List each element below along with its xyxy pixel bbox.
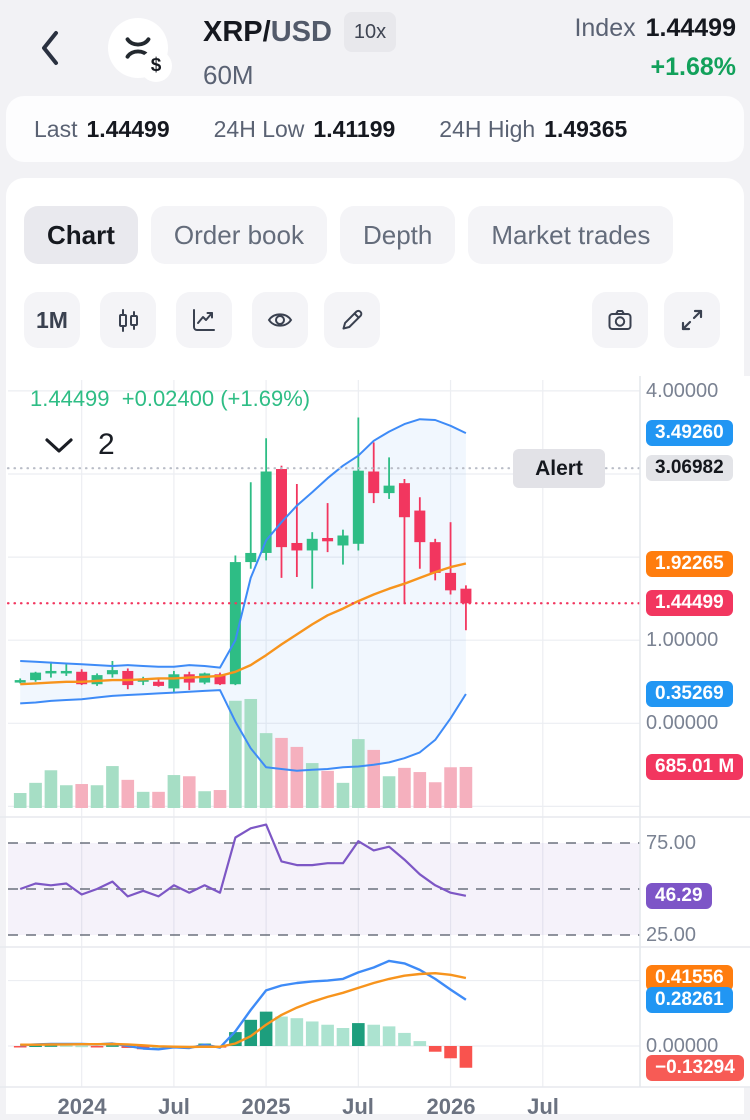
usd-dollar-icon: $ [140,50,172,82]
pair-base: XRP/ [203,16,271,48]
stat-last: Last 1.44499 [34,116,170,143]
fullscreen-button[interactable] [664,292,720,348]
screenshot-button[interactable] [592,292,648,348]
x-axis-label: 2024 [57,1094,107,1119]
pair-quote: USD [270,16,332,48]
expand-icon [681,309,703,331]
axis-value-badge: 3.06982 [646,455,733,481]
alert-button[interactable]: Alert [513,449,605,488]
x-axis-label: Jul [342,1094,374,1119]
indicator-toggle[interactable]: 2 [44,428,115,462]
chevron-left-icon [42,31,58,65]
x-axis-label: 2026 [426,1094,476,1119]
axis-value-badge: 0.28261 [646,987,733,1013]
stat-24h-high: 24H High 1.49365 [439,116,627,143]
axis-tick-label: 0.00000 [646,1035,719,1057]
change-percent: +1.68% [650,53,737,81]
stat-last-value: 1.44499 [86,115,170,142]
axis-value-badge: 0.35269 [646,681,733,707]
xrp-logo: $ [108,18,172,82]
stats-card: Last 1.44499 24H Low 1.41199 24H High 1.493… [6,96,744,162]
stat-low-label: 24H Low [213,115,305,142]
x-axis-label: 2025 [241,1094,291,1119]
axis-tick-label: 0.00000 [646,712,719,734]
axis-tick-label: 25.00 [646,924,697,946]
tab-depth[interactable]: Depth [339,206,456,264]
tab-market-trades[interactable]: Market trades [468,206,674,264]
axis-value-badge: 0.41556 [646,965,733,991]
candlestick-icon [118,308,138,332]
indicator-count: 2 [98,428,115,461]
stat-24h-low: 24H Low 1.41199 [214,116,396,143]
back-button[interactable] [30,26,70,70]
index-value: 1.44499 [645,14,736,42]
leverage-badge: 10x [343,12,397,52]
axis-tick-label: 1.00000 [646,629,719,651]
axis-value-badge: −0.13294 [646,1055,744,1081]
stat-low-value: 1.41199 [313,115,396,142]
interval-button[interactable]: 1M [24,292,80,348]
pair-title-block: XRP/USD 10x 60M [203,12,397,91]
axis-value-badge: 1.92265 [646,551,733,577]
indicators-button[interactable] [176,292,232,348]
camera-icon [608,310,632,330]
axis-value-badge: 685.01 M [646,754,744,780]
axis-value-badge: 46.29 [646,883,712,909]
visibility-button[interactable] [252,292,308,348]
tab-chart[interactable]: Chart [24,206,138,264]
candle-style-button[interactable] [100,292,156,348]
pair-title: XRP/USD 10x [203,12,397,52]
chevron-down-icon [45,437,73,453]
stat-high-label: 24H High [439,115,536,142]
tab-bar: Chart Order book Depth Market trades [24,206,674,264]
line-chart-icon [193,309,215,331]
stat-last-label: Last [34,115,78,142]
x-axis-label: Jul [158,1094,190,1119]
timeframe-label[interactable]: 60M [203,60,254,90]
axis-tick-label: 4.00000 [646,380,719,402]
axis-value-badge: 3.49260 [646,420,733,446]
interval-label: 1M [36,306,68,333]
eye-icon [267,313,293,327]
stat-high-value: 1.49365 [544,115,628,142]
header: $ XRP/USD 10x 60M Index 1.44499 +1.68% [0,0,750,96]
pencil-icon [342,309,363,330]
axis-tick-label: 75.00 [646,832,697,854]
tab-order-book[interactable]: Order book [150,206,327,264]
draw-button[interactable] [324,292,380,348]
x-axis-label: Jul [527,1094,559,1119]
index-label: Index [574,14,636,42]
chart-ticker-readout: 1.44499 +0.02400 (+1.69%) [30,386,311,411]
axis-value-badge: 1.44499 [646,590,733,616]
index-block: Index 1.44499 +1.68% [574,14,736,82]
